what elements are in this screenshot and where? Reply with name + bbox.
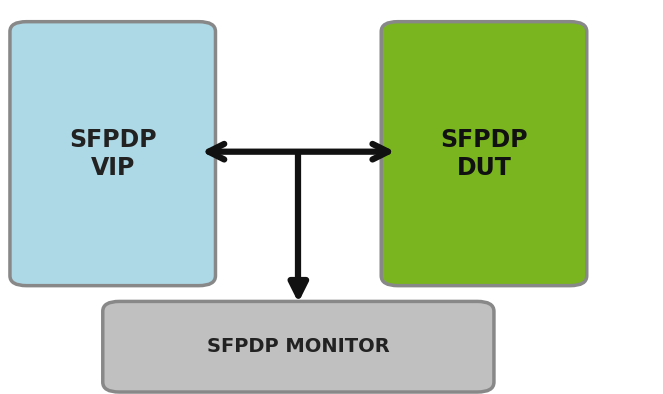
Text: SFPDP
DUT: SFPDP DUT — [440, 128, 528, 180]
FancyBboxPatch shape — [381, 22, 587, 286]
FancyBboxPatch shape — [10, 22, 215, 286]
Text: SFPDP MONITOR: SFPDP MONITOR — [207, 337, 390, 356]
FancyBboxPatch shape — [103, 301, 494, 392]
Text: SFPDP
VIP: SFPDP VIP — [69, 128, 156, 180]
